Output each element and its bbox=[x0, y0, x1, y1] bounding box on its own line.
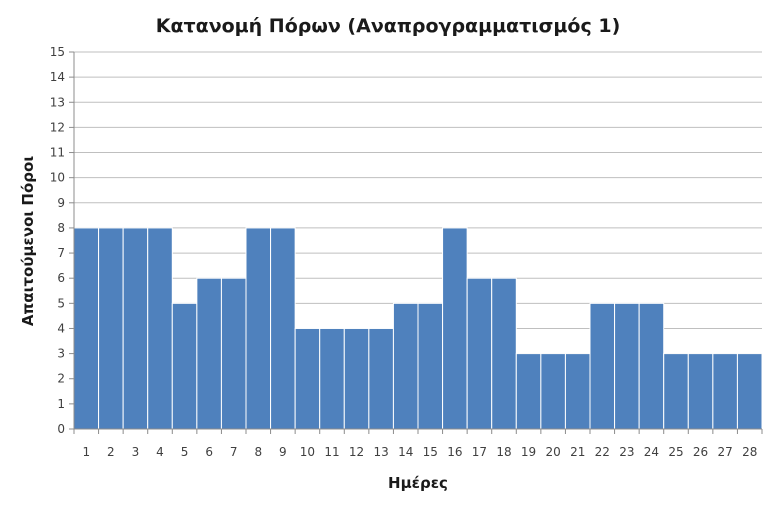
y-tick-label: 12 bbox=[50, 120, 65, 134]
x-tick-label: 22 bbox=[595, 445, 610, 459]
bar-day-25 bbox=[663, 353, 689, 430]
bar-day-1 bbox=[73, 227, 100, 430]
x-tick-label: 25 bbox=[668, 445, 683, 459]
x-tick-label: 7 bbox=[230, 445, 238, 459]
bar-day-8 bbox=[245, 227, 272, 430]
y-tick-label: 9 bbox=[57, 196, 65, 210]
y-tick-label: 6 bbox=[57, 271, 65, 285]
bar-day-12 bbox=[343, 327, 370, 430]
x-tick-label: 21 bbox=[570, 445, 585, 459]
bar-day-4 bbox=[147, 227, 173, 430]
bar-day-20 bbox=[540, 353, 566, 430]
x-tick-label: 1 bbox=[82, 445, 90, 459]
bar-day-26 bbox=[687, 353, 714, 430]
bar-day-17 bbox=[466, 277, 493, 430]
x-tick-label: 11 bbox=[324, 445, 339, 459]
bar-day-3 bbox=[122, 227, 149, 430]
x-tick-label: 3 bbox=[132, 445, 140, 459]
bar-day-18 bbox=[491, 277, 517, 430]
x-tick-label: 2 bbox=[107, 445, 115, 459]
bar-day-28 bbox=[736, 353, 763, 430]
x-tick-label: 17 bbox=[472, 445, 487, 459]
x-tick-label: 27 bbox=[718, 445, 733, 459]
y-tick-label: 15 bbox=[50, 45, 65, 59]
x-tick-label: 5 bbox=[181, 445, 189, 459]
bar-day-9 bbox=[270, 227, 296, 430]
bar-day-7 bbox=[220, 277, 247, 430]
bar-day-21 bbox=[564, 353, 591, 430]
bar-day-15 bbox=[417, 302, 444, 430]
y-tick-label: 0 bbox=[57, 422, 65, 436]
y-tick-label: 4 bbox=[57, 321, 65, 335]
bar-day-24 bbox=[638, 302, 665, 430]
x-tick-label: 18 bbox=[496, 445, 511, 459]
chart-title: Κατανομή Πόρων (Αναπρογραμματισμός 1) bbox=[156, 15, 621, 37]
x-axis-label: Ημέρες bbox=[388, 474, 448, 492]
y-tick-label: 10 bbox=[50, 171, 65, 185]
y-tick-label: 8 bbox=[57, 221, 65, 235]
y-tick-label: 1 bbox=[57, 397, 65, 411]
bar-day-27 bbox=[712, 353, 738, 430]
x-tick-label: 12 bbox=[349, 445, 364, 459]
y-tick-label: 11 bbox=[50, 146, 65, 160]
bars bbox=[73, 227, 763, 430]
x-tick-label: 6 bbox=[205, 445, 213, 459]
bar-day-11 bbox=[319, 327, 345, 430]
y-axis-label: Απαιτούμενοι Πόροι bbox=[19, 156, 37, 327]
x-tick-label: 13 bbox=[374, 445, 389, 459]
bar-day-22 bbox=[589, 302, 616, 430]
x-tick-label: 9 bbox=[279, 445, 287, 459]
bar-day-23 bbox=[614, 302, 640, 430]
bar-day-5 bbox=[171, 302, 198, 430]
bar-day-6 bbox=[196, 277, 222, 430]
y-tick-label: 5 bbox=[57, 296, 65, 310]
x-tick-label: 19 bbox=[521, 445, 536, 459]
bar-day-19 bbox=[515, 353, 542, 430]
y-tick-label: 7 bbox=[57, 246, 65, 260]
x-tick-label: 14 bbox=[398, 445, 413, 459]
y-tick-label: 3 bbox=[57, 347, 65, 361]
bar-day-2 bbox=[98, 227, 124, 430]
x-tick-label: 26 bbox=[693, 445, 708, 459]
x-tick-label: 15 bbox=[423, 445, 438, 459]
x-tick-label: 10 bbox=[300, 445, 315, 459]
x-tick-label: 28 bbox=[742, 445, 757, 459]
bar-day-13 bbox=[368, 327, 394, 430]
y-tick-label: 2 bbox=[57, 372, 65, 386]
bar-day-10 bbox=[294, 327, 321, 430]
y-tick-label: 13 bbox=[50, 95, 65, 109]
bar-day-14 bbox=[392, 302, 419, 430]
x-tick-label: 20 bbox=[546, 445, 561, 459]
x-tick-label: 24 bbox=[644, 445, 659, 459]
x-tick-label: 8 bbox=[254, 445, 262, 459]
bar-day-16 bbox=[442, 227, 468, 430]
x-tick-label: 4 bbox=[156, 445, 164, 459]
y-tick-label: 14 bbox=[50, 70, 65, 84]
x-tick-label: 23 bbox=[619, 445, 634, 459]
x-tick-label: 16 bbox=[447, 445, 462, 459]
x-axis-ticks: 1 2 3 4 5 6 7 8 9 10 11 12 13 14 15 16 17 18 19 20 21 22 23 24 2… bbox=[73, 429, 763, 459]
